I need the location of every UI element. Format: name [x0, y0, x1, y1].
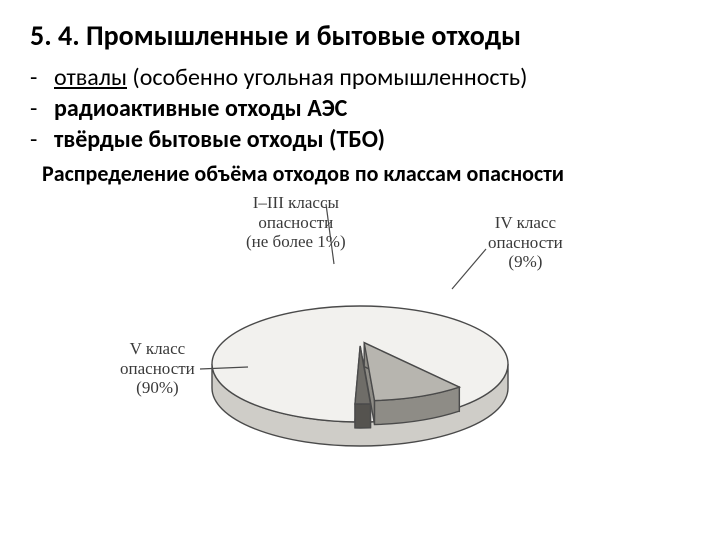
bullet-text: радиоактивные отходы АЭС [54, 94, 347, 123]
bullet-dash: - [30, 94, 54, 123]
pie-svg [0, 199, 720, 499]
bullet-text: твёрдые бытовые отходы (ТБО) [54, 125, 385, 154]
pie-label-i-iii: I–III классы опасности (не более 1%) [246, 193, 346, 252]
page-title: 5. 4. Промышленные и бытовые отходы [30, 18, 690, 53]
bullet-item: - твёрдые бытовые отходы (ТБО) [30, 125, 690, 154]
bullet-dash: - [30, 63, 54, 92]
bullet-item: - радиоактивные отходы АЭС [30, 94, 690, 123]
bullet-item: - отвалы (особенно угольная промышленнос… [30, 63, 690, 92]
chart-subtitle: Распределение объёма отходов по классам … [42, 160, 690, 187]
bullet-dash: - [30, 125, 54, 154]
bullet-list: - отвалы (особенно угольная промышленнос… [30, 63, 690, 154]
bullet-text: отвалы (особенно угольная промышленность… [54, 63, 527, 92]
pie-label-iv: IV класс опасности (9%) [488, 213, 563, 272]
pie-label-v: V класс опасности (90%) [120, 339, 195, 398]
pie-chart: I–III классы опасности (не более 1%) IV … [0, 199, 720, 499]
